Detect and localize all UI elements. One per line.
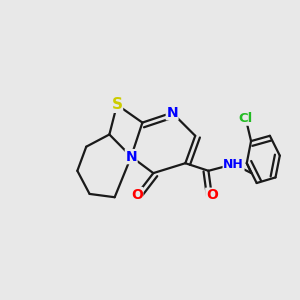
Text: N: N — [166, 106, 178, 120]
Text: Cl: Cl — [238, 112, 253, 125]
Text: S: S — [112, 97, 122, 112]
Text: N: N — [125, 150, 137, 164]
Text: O: O — [131, 188, 143, 202]
Text: O: O — [206, 188, 218, 202]
Text: NH: NH — [223, 158, 244, 171]
